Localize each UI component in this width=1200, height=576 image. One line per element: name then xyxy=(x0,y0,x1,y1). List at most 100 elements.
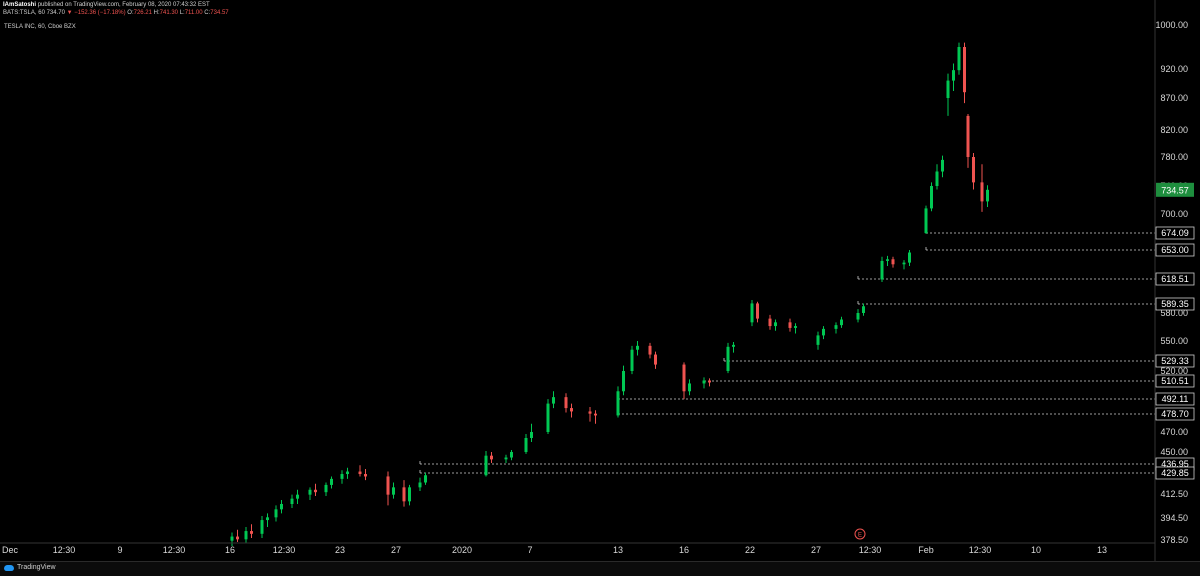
level-label-box xyxy=(1155,226,1195,240)
candlestick-chart[interactable]: 1000.00920.00870.00820.00780.00740.00700… xyxy=(0,0,1200,561)
candle xyxy=(702,377,706,389)
time-tick-label: 23 xyxy=(335,545,345,555)
chart-legend[interactable]: TESLA INC, 60, Cboe BZX xyxy=(4,24,76,30)
earnings-icon[interactable] xyxy=(854,528,866,540)
candle xyxy=(980,164,984,212)
symbol-text: BATS:TSLA, 60 xyxy=(3,10,45,16)
time-tick-label: 12:30 xyxy=(273,545,296,555)
candle xyxy=(324,482,328,496)
candle xyxy=(524,434,528,454)
candle-body xyxy=(530,432,533,438)
last-price-text: 734.70 xyxy=(46,10,65,16)
level-label: 510.51 xyxy=(1161,376,1189,386)
price-tick-label: 450.00 xyxy=(1160,447,1188,457)
candle-body xyxy=(952,70,955,81)
level-label: 436.95 xyxy=(1161,459,1189,469)
candle xyxy=(834,322,838,334)
candle xyxy=(504,454,508,464)
candle xyxy=(588,406,592,422)
candle-body xyxy=(972,157,975,183)
level-label-box xyxy=(1155,407,1195,421)
publish-header: IAmSatoshi published on TradingView.com,… xyxy=(3,1,229,17)
candle xyxy=(552,391,555,409)
candle xyxy=(726,342,730,374)
candle xyxy=(924,205,928,234)
level-label-box xyxy=(1155,243,1195,257)
candle-body xyxy=(794,326,797,328)
candle xyxy=(392,482,395,499)
candle-body xyxy=(274,509,278,518)
candle-body xyxy=(708,380,711,383)
level-label: 429.85 xyxy=(1161,468,1189,478)
price-tick-label: 520.00 xyxy=(1160,366,1188,376)
author-name[interactable]: IAmSatoshi xyxy=(3,2,37,8)
candle xyxy=(616,386,620,418)
candle xyxy=(648,342,652,359)
candle xyxy=(935,164,939,190)
candle-body xyxy=(654,354,657,365)
level-label-box xyxy=(1155,466,1195,480)
time-tick-label: 7 xyxy=(527,545,532,555)
candle xyxy=(966,114,970,168)
candle-body xyxy=(788,322,792,328)
candle xyxy=(564,393,568,413)
price-tick-label: 870.00 xyxy=(1160,93,1188,103)
tradingview-logo-icon xyxy=(4,564,14,571)
candle xyxy=(816,331,820,350)
last-price-marker: 734.57 xyxy=(1156,182,1194,197)
candle-body xyxy=(622,371,625,392)
candle xyxy=(418,477,422,491)
candle-body xyxy=(630,349,634,371)
candle-body xyxy=(774,322,777,327)
candle-body xyxy=(768,318,772,327)
level-label-box xyxy=(1155,272,1195,286)
candle-body xyxy=(891,259,895,265)
candle-body xyxy=(408,487,411,502)
candle-body xyxy=(314,489,317,493)
brand-text: TradingView xyxy=(17,564,56,571)
tradingview-brand[interactable]: TradingView xyxy=(4,564,56,571)
candle xyxy=(856,309,860,323)
earnings-marker[interactable]: E xyxy=(854,528,866,540)
time-tick-label: 12:30 xyxy=(53,545,76,555)
candle xyxy=(236,529,239,543)
time-axis[interactable]: Dec 12:30 9 12:30 16 12:30 23 27 2020 7 13 16 22 27 12… xyxy=(2,545,1107,555)
time-tick-label: 16 xyxy=(225,545,235,555)
candle-body xyxy=(908,252,911,263)
candle-body xyxy=(682,364,686,392)
price-tick-label: 580.00 xyxy=(1160,308,1188,318)
candle-body xyxy=(930,186,933,209)
candle xyxy=(732,341,735,353)
level-label-box xyxy=(1155,354,1195,368)
time-tick-label: 27 xyxy=(391,545,401,555)
candle xyxy=(682,362,686,400)
candle-body xyxy=(880,260,884,280)
candle-body xyxy=(308,489,312,495)
level-label: 529.33 xyxy=(1161,356,1189,366)
candle-body xyxy=(402,487,406,502)
change-text: −152.36 (−17.18%) xyxy=(74,10,126,16)
candle-body xyxy=(392,487,395,495)
publish-info: published on TradingView.com, February 0… xyxy=(37,2,210,8)
candle-body xyxy=(924,208,928,234)
candle-body xyxy=(702,380,706,384)
candle xyxy=(768,314,772,330)
candle-body xyxy=(636,345,639,350)
candle-body xyxy=(358,471,362,475)
candle-body xyxy=(236,536,239,540)
candle-body xyxy=(616,391,620,416)
candle-body xyxy=(330,478,333,485)
candle-body xyxy=(260,520,264,534)
candle-body xyxy=(935,171,939,186)
candle-body xyxy=(840,319,843,326)
candle xyxy=(986,185,989,207)
candle xyxy=(314,483,317,496)
candle xyxy=(622,365,625,396)
candle-body xyxy=(290,498,294,504)
price-tick-label: 378.50 xyxy=(1160,535,1188,545)
candle-body xyxy=(750,303,754,323)
candle xyxy=(260,516,264,538)
candle-body xyxy=(266,517,269,521)
candle-body xyxy=(296,494,299,499)
earnings-icon-glyph: E xyxy=(858,533,862,539)
